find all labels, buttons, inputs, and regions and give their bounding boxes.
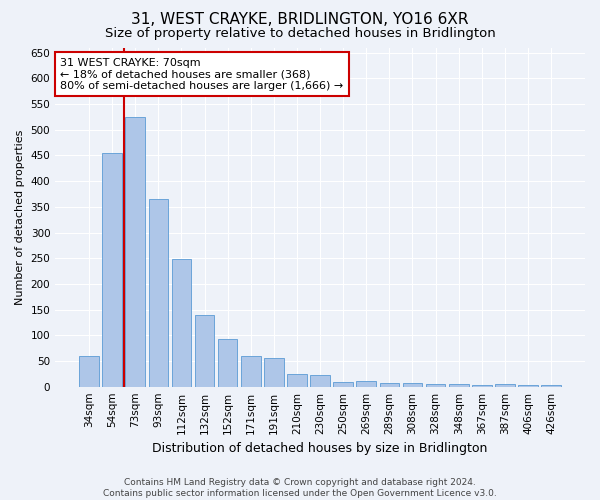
Bar	[195, 314, 214, 386]
Bar	[472, 385, 491, 386]
Bar	[541, 384, 561, 386]
Bar	[356, 380, 376, 386]
Text: Contains HM Land Registry data © Crown copyright and database right 2024.
Contai: Contains HM Land Registry data © Crown c…	[103, 478, 497, 498]
Bar	[149, 199, 168, 386]
Bar	[264, 358, 284, 386]
Bar	[310, 376, 330, 386]
Bar	[449, 384, 469, 386]
Bar	[172, 259, 191, 386]
Bar	[334, 382, 353, 386]
Text: Size of property relative to detached houses in Bridlington: Size of property relative to detached ho…	[104, 28, 496, 40]
Y-axis label: Number of detached properties: Number of detached properties	[15, 130, 25, 305]
Bar	[495, 384, 515, 386]
Bar	[79, 356, 99, 386]
Bar	[426, 384, 445, 386]
Bar	[403, 383, 422, 386]
X-axis label: Distribution of detached houses by size in Bridlington: Distribution of detached houses by size …	[152, 442, 488, 455]
Text: 31 WEST CRAYKE: 70sqm
← 18% of detached houses are smaller (368)
80% of semi-det: 31 WEST CRAYKE: 70sqm ← 18% of detached …	[61, 58, 344, 91]
Text: 31, WEST CRAYKE, BRIDLINGTON, YO16 6XR: 31, WEST CRAYKE, BRIDLINGTON, YO16 6XR	[131, 12, 469, 28]
Bar	[287, 374, 307, 386]
Bar	[380, 383, 399, 386]
Bar	[218, 340, 238, 386]
Bar	[103, 153, 122, 386]
Bar	[125, 117, 145, 386]
Bar	[518, 385, 538, 386]
Bar	[241, 356, 260, 386]
